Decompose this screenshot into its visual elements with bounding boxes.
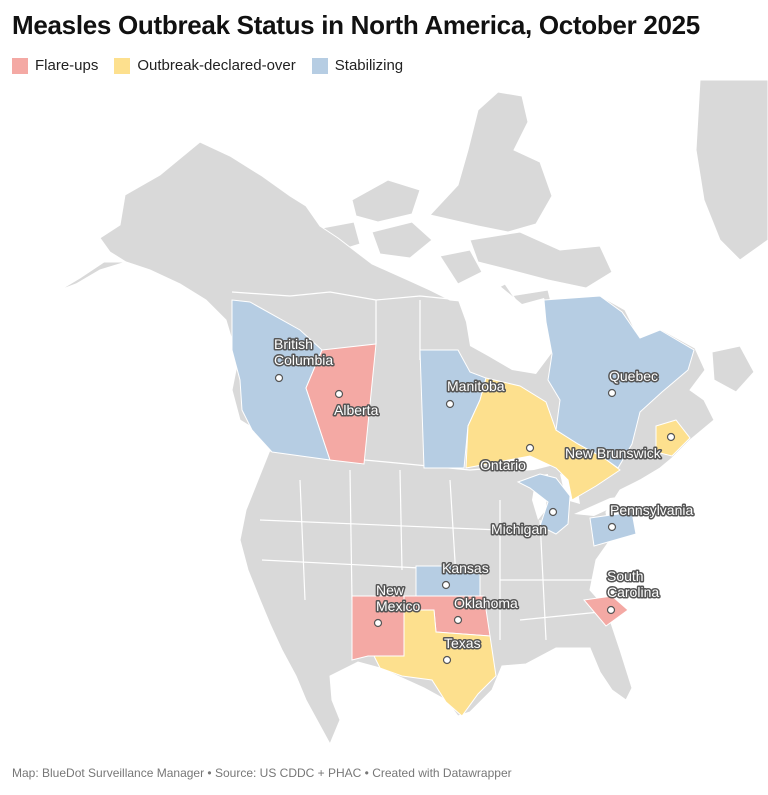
legend-swatch-outbreak-over	[114, 57, 131, 74]
label-british-columbia: British Columbia	[274, 336, 333, 368]
region-labels: British Columbia Alberta Manitoba Ontari…	[273, 335, 695, 653]
dot-alberta[interactable]	[334, 389, 344, 399]
label-alberta: Alberta	[334, 402, 379, 418]
legend-swatch-stabilizing	[311, 57, 328, 74]
legend-item-stabilizing: Stabilizing	[311, 57, 404, 74]
map-footer-credits: Map: BlueDot Surveillance Manager • Sour…	[12, 766, 512, 780]
dot-texas[interactable]	[442, 655, 452, 665]
dot-new-mexico[interactable]	[373, 618, 383, 628]
highlighted-regions	[231, 295, 695, 717]
region-texas[interactable]	[373, 609, 497, 717]
dot-ontario[interactable]	[525, 443, 535, 453]
label-new-brunswick: New Brunswick	[565, 445, 662, 461]
label-michigan: Michigan	[491, 521, 547, 537]
greenland-edge	[695, 80, 768, 261]
label-manitoba: Manitoba	[447, 378, 505, 394]
label-british-columbia-line2: Columbia	[274, 352, 333, 368]
legend-item-flare-ups: Flare-ups	[12, 57, 98, 74]
label-ontario: Ontario	[480, 457, 526, 473]
label-quebec: Quebec	[609, 368, 658, 384]
region-ontario[interactable]	[465, 377, 621, 501]
legend-swatch-flare-ups	[12, 57, 28, 74]
label-texas: Texas	[444, 635, 481, 651]
map-title: Measles Outbreak Status in North America…	[12, 10, 700, 40]
dot-british-columbia[interactable]	[274, 373, 284, 383]
dot-manitoba[interactable]	[445, 399, 455, 409]
dot-south-carolina[interactable]	[606, 605, 616, 615]
label-south-carolina-line1: South	[607, 568, 644, 584]
label-new-mexico-line1: New	[376, 582, 405, 598]
newfoundland	[711, 345, 755, 393]
admin-borders	[231, 291, 601, 641]
label-british-columbia-line1: British	[274, 336, 313, 352]
label-pennsylvania: Pennsylvania	[610, 502, 693, 518]
label-oklahoma: Oklahoma	[454, 595, 518, 611]
legend: Flare-ups Outbreak-declared-over Stabili…	[12, 57, 403, 74]
arctic-islands	[321, 91, 613, 313]
legend-label-stabilizing: Stabilizing	[334, 57, 404, 74]
alaska-peninsula	[59, 261, 127, 291]
legend-label-outbreak-over: Outbreak-declared-over	[137, 57, 296, 74]
label-kansas: Kansas	[442, 560, 489, 576]
dot-michigan[interactable]	[548, 507, 558, 517]
lake-erie-ontario	[574, 496, 626, 516]
dot-new-brunswick[interactable]	[666, 432, 676, 442]
location-dots	[274, 373, 676, 665]
north-america-map: British Columbia Alberta Manitoba Ontari…	[59, 80, 768, 746]
legend-label-flare-ups: Flare-ups	[35, 57, 99, 74]
region-alberta[interactable]	[305, 343, 377, 465]
label-new-mexico-line2: Mexico	[376, 598, 421, 614]
legend-item-outbreak-over: Outbreak-declared-over	[114, 57, 296, 74]
region-michigan[interactable]	[516, 473, 571, 535]
dot-pennsylvania[interactable]	[607, 522, 617, 532]
hudson-bay	[458, 286, 554, 374]
label-south-carolina-line2: Carolina	[607, 584, 659, 600]
region-south-carolina[interactable]	[583, 595, 629, 627]
dot-oklahoma[interactable]	[453, 615, 463, 625]
region-quebec[interactable]	[543, 295, 695, 469]
label-new-mexico: New Mexico	[376, 582, 421, 614]
dot-kansas[interactable]	[441, 580, 451, 590]
label-south-carolina: South Carolina	[607, 568, 659, 600]
dot-quebec[interactable]	[607, 388, 617, 398]
